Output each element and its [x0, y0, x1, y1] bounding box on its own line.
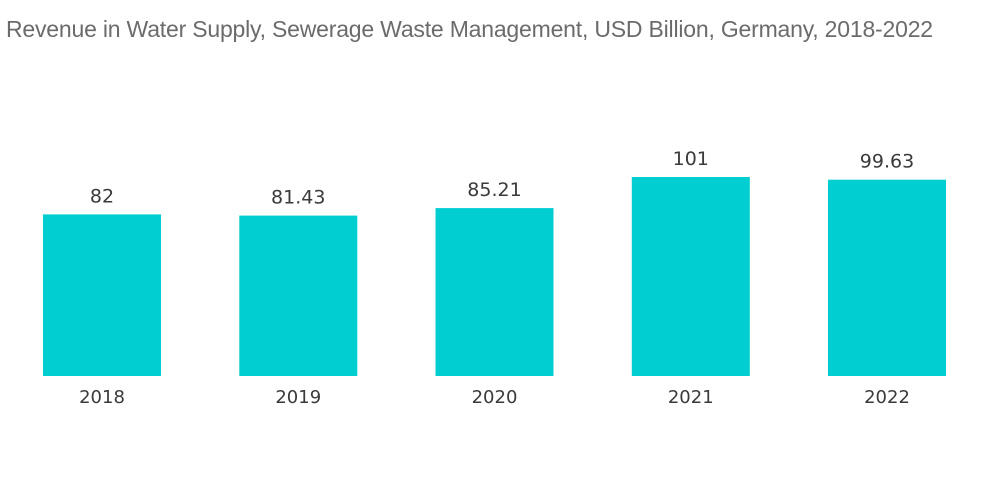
chart-title: Revenue in Water Supply, Sewerage Waste …: [6, 16, 933, 42]
data-label-2022: 99.63: [860, 151, 914, 173]
data-label-2020: 85.21: [467, 179, 521, 201]
x-tick-label-2022: 2022: [864, 387, 910, 408]
bar-2022: [828, 179, 946, 376]
bar-2018: [43, 214, 161, 376]
x-tick-labels-group: 2018 2019 2020 2021 2022: [79, 387, 910, 408]
x-tick-label-2018: 2018: [79, 387, 125, 408]
x-tick-label-2021: 2021: [668, 387, 714, 408]
bar-2019: [239, 215, 358, 376]
bar-2020: [435, 208, 554, 376]
data-label-2019: 81.43: [271, 187, 325, 209]
x-tick-label-2020: 2020: [472, 387, 518, 408]
data-labels-group: 82 81.43 85.21 101 99.63: [90, 148, 914, 209]
data-label-2018: 82: [90, 185, 114, 207]
x-tick-label-2019: 2019: [275, 387, 321, 408]
bars-group: [43, 177, 946, 376]
data-label-2021: 101: [673, 148, 709, 170]
bar-2021: [631, 177, 750, 376]
